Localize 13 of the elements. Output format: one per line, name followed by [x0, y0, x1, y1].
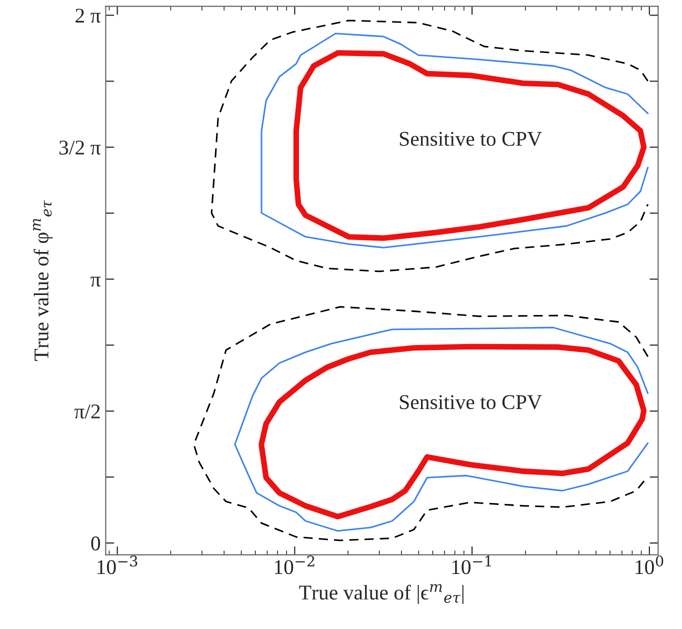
annotation: Sensitive to CPV [400, 132, 542, 146]
x-tick-label: 10$^{−1}$ [452, 556, 491, 574]
y-tick-label: 3/2 π [60, 140, 101, 155]
annotation: Sensitive to CPV [400, 395, 542, 410]
x-axis-title: True value of |ϵ$^{m}$$_{eτ}$| [299, 584, 464, 604]
y-tick-label: 0 [91, 536, 100, 550]
x-tick-label: 10$^{0}$ [636, 556, 664, 574]
x-tick-label: 10$^{−3}$ [98, 556, 138, 574]
y-axis-title: True value of φ$^{m}$$_{eτ}$ [32, 200, 53, 361]
y-tick-label: π/2 [74, 404, 100, 419]
y-tick-label: 2 π [76, 8, 101, 23]
y-tick-label: π [90, 276, 101, 287]
x-tick-label: 10$^{−2}$ [274, 556, 314, 574]
